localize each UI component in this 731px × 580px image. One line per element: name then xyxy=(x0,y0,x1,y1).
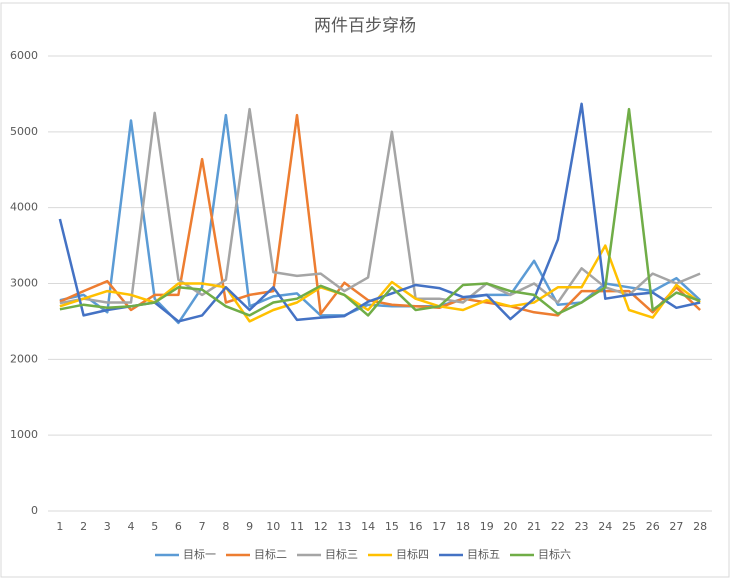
x-tick-label: 27 xyxy=(669,520,683,533)
x-tick-label: 5 xyxy=(151,520,158,533)
x-tick-label: 28 xyxy=(693,520,707,533)
legend-label: 目标二 xyxy=(254,547,287,561)
y-tick-label: 2000 xyxy=(10,352,38,365)
data-line xyxy=(59,244,701,323)
y-tick-label: 5000 xyxy=(10,125,38,138)
x-tick-label: 18 xyxy=(456,520,470,533)
x-tick-label: 17 xyxy=(432,520,446,533)
x-tick-label: 22 xyxy=(551,520,565,533)
x-tick-label: 4 xyxy=(128,520,135,533)
data-line xyxy=(59,107,701,305)
x-tick-label: 25 xyxy=(622,520,636,533)
x-tick-label: 6 xyxy=(175,520,182,533)
x-tick-label: 7 xyxy=(199,520,206,533)
x-tick-label: 12 xyxy=(314,520,328,533)
x-tick-label: 26 xyxy=(646,520,660,533)
x-tick-label: 24 xyxy=(598,520,612,533)
y-tick-label: 6000 xyxy=(10,49,38,62)
x-tick-label: 14 xyxy=(361,520,375,533)
x-tick-label: 2 xyxy=(80,520,87,533)
y-tick-label: 3000 xyxy=(10,277,38,290)
data-line xyxy=(59,107,701,317)
x-tick-label: 3 xyxy=(104,520,111,533)
x-tick-label: 23 xyxy=(575,520,589,533)
x-tick-label: 9 xyxy=(246,520,253,533)
x-tick-label: 21 xyxy=(527,520,541,533)
legend-label: 目标三 xyxy=(325,547,358,561)
y-tick-label: 4000 xyxy=(10,201,38,214)
x-tick-label: 16 xyxy=(409,520,423,533)
y-tick-label: 1000 xyxy=(10,428,38,441)
data-line xyxy=(58,102,701,323)
x-tick-label: 15 xyxy=(385,520,399,533)
x-tick-label: 11 xyxy=(290,520,304,533)
y-tick-label: 0 xyxy=(31,504,38,517)
x-tick-label: 19 xyxy=(480,520,494,533)
x-tick-label: 10 xyxy=(266,520,280,533)
x-tick-label: 13 xyxy=(337,520,351,533)
legend-label: 目标四 xyxy=(396,547,429,561)
legend-label: 目标一 xyxy=(183,547,216,561)
legend-label: 目标五 xyxy=(467,547,500,561)
chart-title: 两件百步穿杨 xyxy=(314,16,416,36)
x-tick-label: 1 xyxy=(56,520,63,533)
x-tick-label: 8 xyxy=(222,520,229,533)
x-tick-label: 20 xyxy=(503,520,517,533)
legend-label: 目标六 xyxy=(538,547,571,561)
